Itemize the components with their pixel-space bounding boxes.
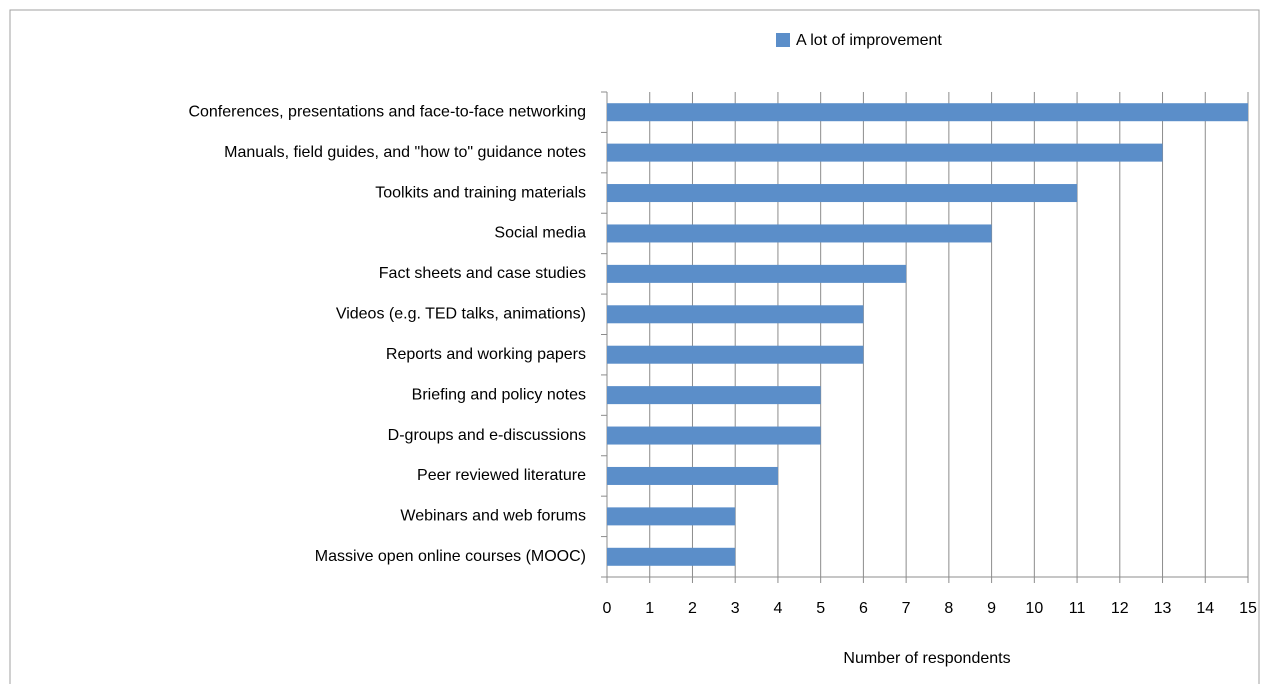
x-tick-label: 5: [816, 600, 825, 617]
x-tick-label: 8: [944, 600, 953, 617]
x-tick-label: 14: [1196, 600, 1214, 617]
y-tick-label: Massive open online courses (MOOC): [315, 548, 586, 565]
y-tick-label: Manuals, field guides, and "how to" guid…: [224, 144, 586, 161]
y-tick-label: Toolkits and training materials: [375, 184, 586, 201]
bar: [607, 466, 778, 485]
bar: [607, 224, 992, 243]
y-tick-label: Reports and working papers: [386, 346, 586, 363]
bar: [607, 143, 1163, 162]
x-tick-label: 7: [902, 600, 911, 617]
y-tick-label: D-groups and e-discussions: [388, 427, 586, 444]
bar: [607, 507, 736, 526]
y-tick-label: Peer reviewed literature: [417, 467, 586, 484]
x-tick-label: 15: [1239, 600, 1257, 617]
bar: [607, 426, 821, 445]
bar: [607, 547, 736, 566]
bar: [607, 386, 821, 405]
x-tick-label: 3: [731, 600, 740, 617]
x-tick-label: 12: [1111, 600, 1129, 617]
x-tick-label: 6: [859, 600, 868, 617]
y-tick-label: Briefing and policy notes: [412, 386, 586, 403]
x-tick-label: 13: [1154, 600, 1172, 617]
legend-swatch: [776, 33, 790, 47]
y-tick-label: Videos (e.g. TED talks, animations): [336, 306, 586, 323]
bar: [607, 184, 1078, 203]
bar: [607, 345, 864, 364]
x-tick-label: 4: [773, 600, 782, 617]
bar: [607, 103, 1248, 122]
y-tick-label: Webinars and web forums: [400, 508, 586, 525]
y-tick-label: Conferences, presentations and face-to-f…: [188, 103, 586, 120]
bar: [607, 305, 864, 324]
x-tick-label: 11: [1069, 600, 1086, 617]
x-tick-label: 10: [1025, 600, 1043, 617]
x-tick-label: 2: [688, 600, 697, 617]
y-tick-label: Fact sheets and case studies: [379, 265, 586, 282]
y-tick-label: Social media: [494, 225, 586, 242]
bar: [607, 264, 907, 283]
x-tick-label: 1: [645, 600, 654, 617]
x-tick-label: 9: [987, 600, 996, 617]
legend-label: A lot of improvement: [796, 32, 942, 49]
x-tick-label: 0: [603, 600, 612, 617]
x-axis-label: Number of respondents: [843, 650, 1010, 667]
